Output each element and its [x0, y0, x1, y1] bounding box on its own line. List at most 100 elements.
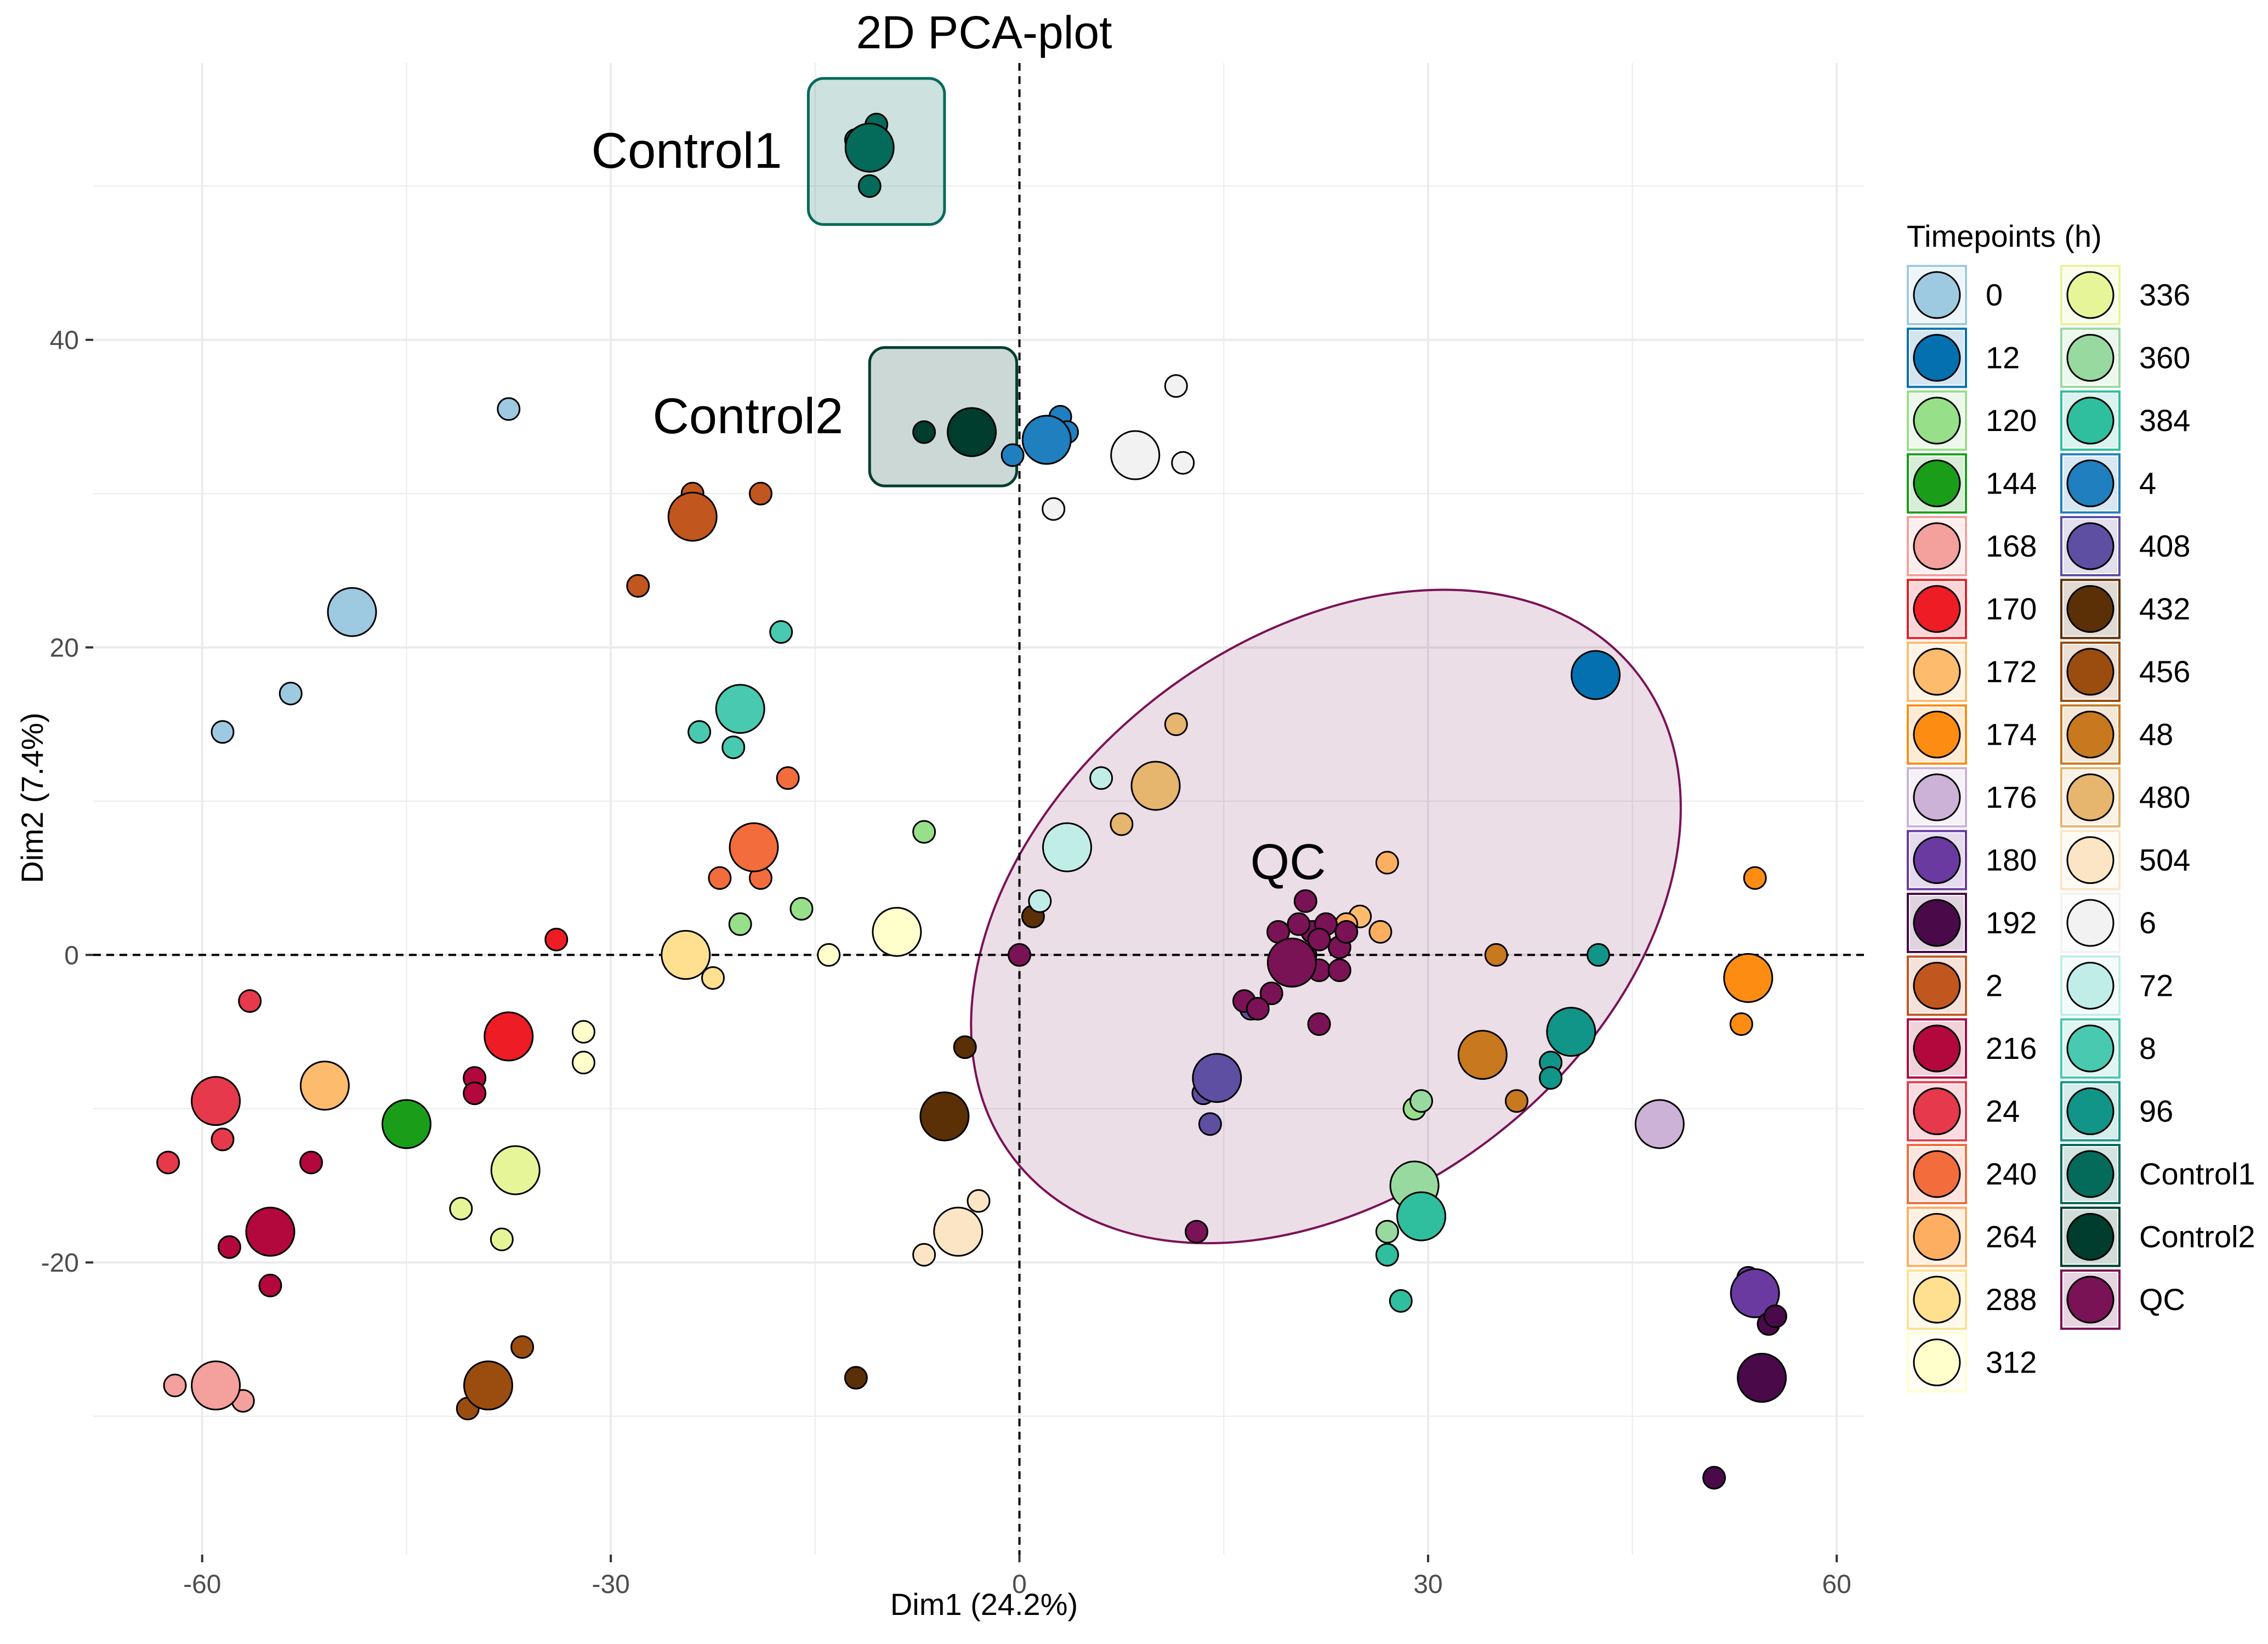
legend-title: Timepoints (h) — [1907, 219, 2102, 253]
legend-key-box — [1907, 1144, 1967, 1204]
data-point-216 — [299, 1150, 323, 1175]
y-tick-label: 0 — [64, 941, 79, 970]
data-point-408 — [1198, 1112, 1222, 1136]
data-point-8 — [721, 735, 746, 759]
data-point-96 — [1546, 1007, 1596, 1057]
legend-key-box — [1907, 642, 1967, 702]
legend-key-swatch — [1913, 1087, 1961, 1135]
legend-key-swatch — [1913, 585, 1961, 633]
legend-key-swatch — [1913, 1150, 1961, 1198]
legend-key-box — [1907, 1332, 1967, 1393]
legend-key-swatch — [2066, 396, 2114, 445]
legend-key-box — [2060, 955, 2121, 1016]
legend-label: 180 — [1986, 843, 2037, 877]
legend-key-box — [1907, 893, 1967, 953]
data-point-control1 — [844, 122, 895, 173]
data-point-336 — [490, 1145, 541, 1195]
data-point-6 — [1110, 430, 1161, 480]
data-point-qc — [1293, 889, 1317, 913]
legend-key-swatch — [1913, 648, 1961, 696]
data-point-170 — [544, 927, 569, 951]
data-point-qc — [1287, 912, 1311, 936]
legend-key-swatch — [2066, 836, 2114, 884]
data-point-216 — [463, 1081, 487, 1106]
legend-label: Control2 — [2139, 1220, 2255, 1254]
legend-key-swatch — [1913, 460, 1961, 507]
legend-label: 174 — [1986, 717, 2037, 752]
data-point-4 — [1021, 415, 1072, 465]
legend-key-box — [2060, 704, 2121, 765]
data-point-264 — [1368, 920, 1392, 944]
data-point-qc — [1307, 1012, 1331, 1036]
data-point-qc — [1008, 943, 1032, 967]
legend-label: 216 — [1986, 1031, 2037, 1065]
x-tick-label: -60 — [183, 1570, 221, 1599]
data-point-72 — [1028, 889, 1052, 913]
data-points — [156, 112, 1787, 1490]
data-point-6 — [1171, 451, 1195, 475]
data-point-480 — [1130, 761, 1181, 811]
data-point-312 — [571, 1020, 595, 1044]
legend-key-box — [2060, 390, 2121, 451]
legend-label: 336 — [2139, 277, 2190, 312]
data-point-192 — [1737, 1353, 1787, 1403]
legend-label: 4 — [2139, 466, 2156, 501]
legend-key-swatch — [1913, 1339, 1961, 1386]
legend-key-swatch — [1913, 1213, 1961, 1261]
data-point-24 — [211, 1127, 235, 1152]
x-tick-label: 0 — [1012, 1570, 1027, 1599]
data-point-0 — [278, 682, 303, 706]
legend-key-box — [2060, 579, 2121, 639]
legend-key-box — [1907, 1269, 1967, 1330]
legend-key-box — [2060, 1269, 2121, 1330]
data-point-432 — [919, 1091, 970, 1142]
legend-key-swatch — [2066, 899, 2114, 947]
legend-key-swatch — [2066, 1275, 2114, 1324]
legend-label: 96 — [2139, 1094, 2173, 1129]
data-point-480 — [1164, 712, 1188, 736]
data-point-8 — [687, 720, 712, 744]
data-point-312 — [817, 943, 841, 967]
legend-label: Control1 — [2139, 1157, 2255, 1191]
data-point-432 — [844, 1366, 868, 1390]
legend-label: 192 — [1986, 905, 2037, 940]
legend: 0 12 120 144 168 170 172 174 176 180 192 2 216 24 240 2… — [1907, 265, 2255, 1393]
legend-key-box — [2060, 830, 2121, 891]
legend-label: 312 — [1986, 1345, 2037, 1380]
legend-label: 360 — [2139, 341, 2190, 375]
data-point-qc — [1266, 937, 1317, 988]
legend-key-box — [2060, 1206, 2121, 1267]
data-point-504 — [933, 1206, 984, 1257]
legend-key-swatch — [2066, 271, 2114, 319]
legend-key-swatch — [2066, 522, 2114, 570]
data-point-240 — [729, 822, 779, 872]
y-tick-label: 40 — [50, 326, 79, 355]
legend-label: 480 — [2139, 780, 2190, 814]
legend-label: 6 — [2139, 905, 2156, 940]
data-point-456 — [463, 1360, 514, 1411]
legend-key-swatch — [1913, 962, 1961, 1010]
data-point-qc — [1185, 1220, 1209, 1244]
data-point-control1 — [857, 174, 882, 198]
annotations: Control1 Control2 QC — [592, 123, 1326, 890]
qc-annotation: QC — [1250, 834, 1326, 890]
data-point-312 — [571, 1051, 595, 1075]
legend-label: 2 — [1986, 968, 2003, 1003]
data-point-288 — [661, 929, 711, 980]
data-point-0 — [497, 397, 521, 421]
legend-key-box — [1907, 390, 1967, 451]
legend-key-box — [1907, 453, 1967, 514]
data-point-384 — [1389, 1289, 1413, 1313]
data-point-336 — [490, 1227, 514, 1251]
data-point-0 — [211, 720, 235, 744]
legend-key-swatch — [2066, 648, 2114, 696]
control2-highlight-box — [868, 346, 1019, 487]
reference-lines — [93, 63, 1864, 1555]
legend-label: 384 — [2139, 403, 2190, 438]
data-point-176 — [1634, 1099, 1685, 1149]
control1-annotation: Control1 — [592, 123, 782, 179]
data-point-6 — [1042, 497, 1066, 521]
legend-key-box — [2060, 1081, 2121, 1142]
data-point-240 — [708, 866, 732, 890]
